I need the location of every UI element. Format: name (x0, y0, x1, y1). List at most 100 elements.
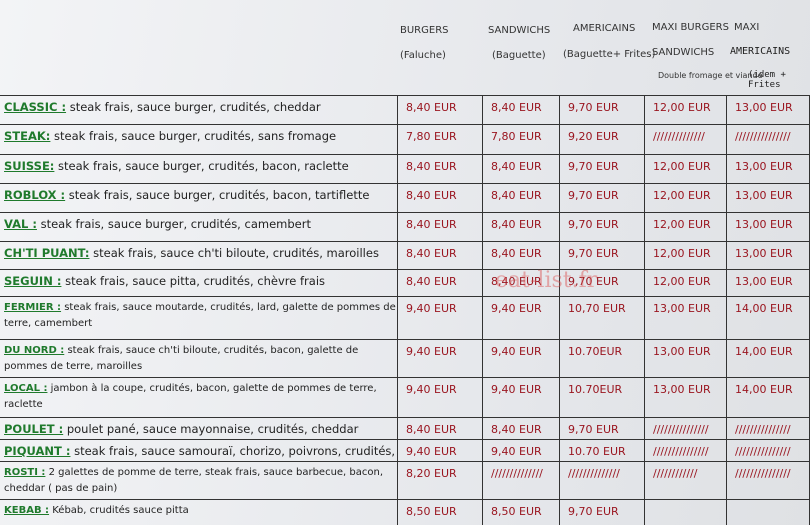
price: ////////////// (653, 130, 705, 143)
item-name: DU NORD : (4, 345, 65, 356)
row-description: ROBLOX : steak frais, sauce burger, crud… (0, 184, 398, 213)
price: 14,00 EUR (735, 302, 793, 315)
price-cell: 14,00 EUR (727, 297, 810, 340)
price: 8,40 EUR (406, 275, 457, 288)
price: 9,40 EUR (491, 302, 542, 315)
price: 8,40 EUR (406, 160, 457, 173)
item-desc: poulet pané, sauce mayonnaise, crudités,… (63, 422, 359, 436)
col-subtitle: SANDWICHS (652, 47, 715, 58)
price-cell: 8,40 EUR (483, 213, 560, 242)
price: ////////////// (568, 467, 620, 480)
price-cell: /////////////// (727, 462, 810, 500)
price-cell: 13,00 EUR (645, 297, 727, 340)
price-cell: 9,70 EUR (560, 242, 645, 270)
price-cell: 8,20 EUR (398, 462, 483, 500)
item-desc: steak frais, sauce moutarde, crudités, l… (4, 302, 396, 329)
price-cell: 13,00 EUR (727, 95, 810, 125)
price-cell: 9,40 EUR (398, 340, 483, 378)
price-cell: 8,40 EUR (398, 184, 483, 213)
row-description: VAL : steak frais, sauce burger, crudité… (0, 213, 398, 242)
price: ////////////// (491, 467, 543, 480)
item-name: ROSTI : (4, 467, 46, 478)
price: 8,40 EUR (491, 218, 542, 231)
price-cell: ////////////// (560, 462, 645, 500)
item-name: CH'TI PUANT: (4, 246, 90, 260)
price: /////////////// (735, 445, 791, 458)
price-cell: ////////////// (483, 462, 560, 500)
col-title: SANDWICHS (488, 25, 551, 36)
price-cell: 8,40 EUR (398, 270, 483, 297)
row-description: CLASSIC : steak frais, sauce burger, cru… (0, 95, 398, 125)
col-subtitle: (Baguette) (492, 50, 546, 61)
price: 7,80 EUR (491, 130, 542, 143)
price: 9,70 EUR (568, 218, 619, 231)
item-desc: steak frais, sauce samouraï, chorizo, po… (74, 444, 396, 458)
price-cell: 8,40 EUR (398, 155, 483, 184)
price-cell: 8,40 EUR (483, 155, 560, 184)
price-cell: 8,40 EUR (398, 95, 483, 125)
price-cell: 13,00 EUR (727, 270, 810, 297)
price-cell: 9,70 EUR (560, 213, 645, 242)
price-cell: 14,00 EUR (727, 340, 810, 378)
price-cell: 9,40 EUR (398, 378, 483, 418)
price-cell (727, 500, 810, 525)
price: 8,40 EUR (491, 275, 542, 288)
price: 9,40 EUR (491, 383, 542, 396)
price: 10.70EUR (568, 383, 623, 396)
item-name: SEGUIN : (4, 274, 62, 288)
price-cell: //////////// (645, 462, 727, 500)
col-title: MAXI BURGERS (652, 22, 729, 33)
price-cell: 8,40 EUR (483, 95, 560, 125)
col-title: AMERICAINS (573, 23, 636, 34)
price: 12,00 EUR (653, 160, 711, 173)
item-desc: steak frais, sauce burger, crudités, bac… (65, 188, 370, 202)
price: 8,40 EUR (406, 189, 457, 202)
price-cell: 13,00 EUR (727, 242, 810, 270)
row-description: KEBAB : Kébab, crudités sauce pitta (0, 500, 398, 525)
price-cell: 7,80 EUR (483, 125, 560, 155)
item-desc: Kébab, crudités sauce pitta (49, 505, 189, 516)
item-name: LOCAL : (4, 383, 48, 394)
price-cell: /////////////// (645, 418, 727, 440)
item-desc: steak frais, sauce burger, crudités, bac… (54, 159, 349, 173)
price: 12,00 EUR (653, 275, 711, 288)
price: /////////////// (735, 130, 791, 143)
price: 9,40 EUR (406, 302, 457, 315)
price-cell: 8,40 EUR (483, 242, 560, 270)
col-title: MAXI (734, 22, 760, 33)
row-description: LOCAL : jambon à la coupe, crudités, bac… (0, 378, 398, 418)
price-cell: 8,50 EUR (398, 500, 483, 525)
price-cell: 10.70EUR (560, 378, 645, 418)
item-desc: jambon à la coupe, crudités, bacon, gale… (4, 383, 377, 410)
price-cell: 10.70 EUR (560, 440, 645, 462)
price: 13,00 EUR (735, 247, 793, 260)
price-cell: 12,00 EUR (645, 213, 727, 242)
price-cell: 9,70 EUR (560, 155, 645, 184)
col-subtitle: (Faluche) (400, 50, 446, 61)
price: 13,00 EUR (735, 189, 793, 202)
row-description: CH'TI PUANT: steak frais, sauce ch'ti bi… (0, 242, 398, 270)
item-name: CLASSIC : (4, 100, 67, 114)
row-description: SEGUIN : steak frais, sauce pitta, crudi… (0, 270, 398, 297)
price: 13,00 EUR (735, 160, 793, 173)
watermark: eat-list.fr (495, 268, 598, 293)
col-subtitle: (Baguette+ Frites) (563, 49, 656, 60)
price: 9,70 EUR (568, 505, 619, 518)
item-name: POULET : (4, 422, 64, 436)
price-cell: 9,70 EUR (560, 95, 645, 125)
price: 13,00 EUR (653, 345, 711, 358)
price-cell: 9,70 EUR (560, 270, 645, 297)
price-cell: 13,00 EUR (727, 184, 810, 213)
price-cell: 12,00 EUR (645, 184, 727, 213)
price-cell: 8,40 EUR (398, 418, 483, 440)
price-cell (645, 500, 727, 525)
price-cell: /////////////// (727, 125, 810, 155)
price-cell: 10.70EUR (560, 340, 645, 378)
price-cell: 13,00 EUR (645, 340, 727, 378)
price-cell: 8,40 EUR (398, 242, 483, 270)
price-cell: 9,70 EUR (560, 418, 645, 440)
price: 7,80 EUR (406, 130, 457, 143)
item-desc: steak frais, sauce burger, crudités, san… (50, 129, 337, 143)
price-cell: 9,70 EUR (560, 184, 645, 213)
